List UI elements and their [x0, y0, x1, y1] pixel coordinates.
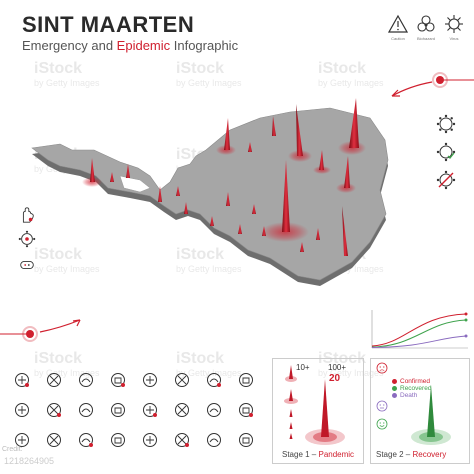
home-icon	[47, 433, 61, 447]
flight-icon	[239, 403, 253, 417]
stage2-legend: Confirmed Recovered Death	[392, 378, 431, 399]
hand-wash-icon	[15, 433, 29, 447]
page-subtitle: Emergency and Epidemic Infographic	[22, 38, 238, 53]
bacteria-icon	[79, 373, 93, 387]
stage-label-accent: Recovery	[412, 450, 447, 459]
neutral-face-icon	[376, 400, 388, 412]
icon-caption: Caution	[391, 36, 405, 41]
virus-icon	[18, 230, 36, 248]
stage2-label: Stage 2 – Recovery	[376, 450, 446, 459]
stage1-count-large: 100+	[328, 363, 347, 372]
stage1-label: Stage 1 – Pandemic	[282, 450, 354, 459]
stage1-count-small: 10+	[296, 363, 310, 372]
trend-arrow-top	[391, 72, 474, 97]
sad-face-icon	[376, 362, 388, 374]
document-icon	[239, 433, 253, 447]
hand-icon	[22, 207, 34, 223]
happy-face-icon	[376, 418, 388, 430]
virus-check-icon	[436, 142, 456, 162]
virus-icon	[436, 114, 456, 134]
stage2-graphic	[411, 385, 451, 445]
target-icon	[143, 433, 157, 447]
virus-icon	[79, 403, 93, 417]
image-id: 1218264905	[4, 456, 55, 466]
credit-label: Credit:	[2, 446, 23, 453]
no-handshake-icon	[175, 403, 189, 417]
icon-grid	[8, 370, 266, 460]
people-icon	[111, 403, 125, 417]
biohazard-icon	[417, 15, 435, 32]
legend-label: Confirmed	[400, 378, 430, 385]
legend-dot	[392, 379, 397, 384]
subtitle-text: Infographic	[170, 38, 239, 53]
legend-label: Recovered	[400, 385, 432, 392]
subtitle-text: Emergency and	[22, 38, 117, 53]
calendar-icon	[207, 403, 221, 417]
trend-arrow-bottom	[0, 319, 81, 342]
cough-icon	[143, 403, 157, 417]
legend-label: Death	[400, 392, 418, 399]
hand-icon	[175, 373, 189, 387]
stage1-graphic	[284, 365, 345, 445]
group-icon	[111, 433, 125, 447]
sint-maarten-map	[31, 98, 389, 286]
virus-icon	[445, 15, 463, 33]
stage-label-text: Stage 2 –	[376, 450, 413, 459]
bat-icon	[15, 403, 29, 417]
legend-dot	[392, 393, 397, 398]
stage-label-text: Stage 1 –	[282, 450, 319, 459]
head-icon	[175, 433, 189, 447]
cough-icon	[15, 373, 29, 387]
microbe-icon	[47, 403, 61, 417]
legend-item-recovered: Recovered	[392, 385, 431, 392]
legend-dot	[392, 386, 397, 391]
legend-item-confirmed: Confirmed	[392, 378, 431, 385]
virus-icon	[47, 373, 61, 387]
legend-item-death: Death	[392, 392, 431, 399]
stage1-panel	[272, 358, 364, 464]
icon-caption: Biohazard	[416, 36, 435, 41]
eye-icon	[207, 373, 221, 387]
stage2-panel	[370, 358, 470, 464]
bat-icon	[143, 373, 157, 387]
page-title: SINT MAARTEN	[22, 12, 195, 37]
subtitle-accent: Epidemic	[116, 38, 171, 53]
warning-icon	[388, 14, 408, 33]
no-flight-icon	[239, 373, 253, 387]
stage-label-accent: Pandemic	[318, 450, 355, 459]
doctor-icon	[79, 433, 93, 447]
no-touch-icon	[111, 373, 125, 387]
stage1-count-value: 20	[329, 373, 341, 384]
no-virus-icon	[436, 170, 456, 190]
icon-caption: Virus	[449, 36, 459, 41]
bacteria-icon	[20, 260, 34, 270]
mask-icon	[207, 433, 221, 447]
recovery-curve-chart	[371, 310, 468, 349]
